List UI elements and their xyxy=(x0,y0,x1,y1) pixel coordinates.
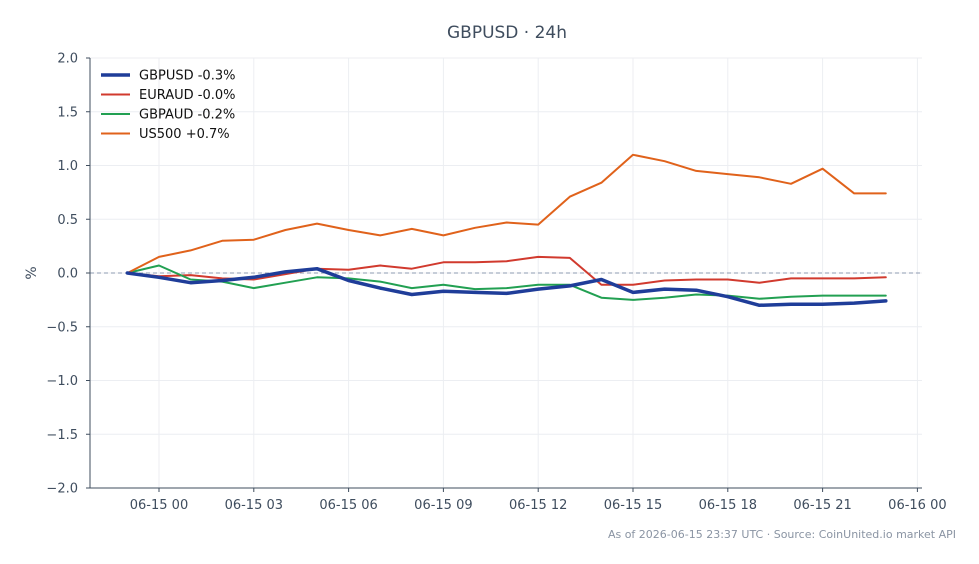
x-tick-label-5: 06-15 15 xyxy=(604,498,662,513)
x-tick-label-1: 06-15 03 xyxy=(225,498,283,513)
y-tick-label-3: 0.5 xyxy=(57,213,78,228)
legend-label-0: GBPUSD -0.3% xyxy=(139,69,235,84)
y-tick-label-2: 1.0 xyxy=(57,159,78,174)
y-tick-label-1: 1.5 xyxy=(57,105,78,120)
series-line-2 xyxy=(126,264,887,301)
y-tick-label-0: 2.0 xyxy=(57,52,78,67)
y-tick-label-4: 0.0 xyxy=(57,267,78,282)
x-tick-labels: 06-15 00 06-15 03 06-15 06 06-15 09 06-15 12… xyxy=(130,488,947,513)
legend-label-1: EURAUD -0.0% xyxy=(139,88,236,103)
x-tick-label-8: 06-16 00 xyxy=(888,498,946,513)
y-tick-labels: 2.0 1.5 1.0 0.5 0.0 −0.5 −1.0 −1.5 −2.0 xyxy=(46,52,90,497)
legend: GBPUSD -0.3% EURAUD -0.0% GBPAUD -0.2% US50… xyxy=(101,69,236,142)
x-tick-label-3: 06-15 09 xyxy=(414,498,472,513)
x-tick-label-2: 06-15 06 xyxy=(319,498,377,513)
series-group xyxy=(125,153,888,308)
chart-title: GBPUSD · 24h xyxy=(447,23,567,43)
series-line-3 xyxy=(126,153,887,274)
footer-source: As of 2026-06-15 23:37 UTC · Source: Coi… xyxy=(607,528,956,541)
legend-label-2: GBPAUD -0.2% xyxy=(139,108,235,123)
y-tick-label-6: −1.0 xyxy=(46,374,78,389)
y-tick-label-8: −2.0 xyxy=(46,482,78,497)
x-tick-label-6: 06-15 18 xyxy=(699,498,757,513)
x-tick-label-0: 06-15 00 xyxy=(130,498,188,513)
x-tick-label-4: 06-15 12 xyxy=(509,498,567,513)
series-line-0 xyxy=(125,266,888,308)
y-axis-label: % xyxy=(24,266,40,279)
series-line-1 xyxy=(126,255,887,286)
x-tick-label-7: 06-15 21 xyxy=(793,498,851,513)
y-tick-label-7: −1.5 xyxy=(46,428,78,443)
legend-label-3: US500 +0.7% xyxy=(139,127,230,142)
y-tick-label-5: −0.5 xyxy=(46,320,78,335)
